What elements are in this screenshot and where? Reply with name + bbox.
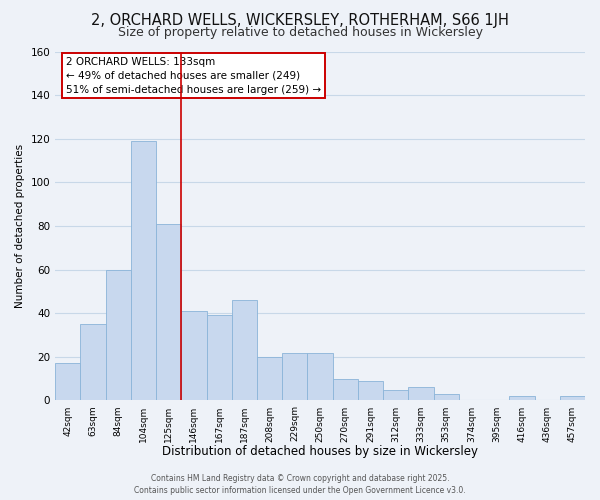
Text: Size of property relative to detached houses in Wickersley: Size of property relative to detached ho… <box>118 26 482 39</box>
Bar <box>181 311 206 400</box>
Bar <box>55 364 80 401</box>
Bar <box>383 390 409 400</box>
Bar <box>156 224 181 400</box>
Bar <box>257 357 282 401</box>
Bar <box>332 378 358 400</box>
Bar <box>434 394 459 400</box>
Bar <box>131 141 156 401</box>
Bar <box>409 388 434 400</box>
Text: 2, ORCHARD WELLS, WICKERSLEY, ROTHERHAM, S66 1JH: 2, ORCHARD WELLS, WICKERSLEY, ROTHERHAM,… <box>91 12 509 28</box>
Y-axis label: Number of detached properties: Number of detached properties <box>15 144 25 308</box>
Bar <box>307 352 332 401</box>
Bar <box>560 396 585 400</box>
Text: Contains HM Land Registry data © Crown copyright and database right 2025.
Contai: Contains HM Land Registry data © Crown c… <box>134 474 466 495</box>
Bar <box>232 300 257 400</box>
X-axis label: Distribution of detached houses by size in Wickersley: Distribution of detached houses by size … <box>162 444 478 458</box>
Bar <box>106 270 131 400</box>
Bar <box>509 396 535 400</box>
Bar <box>206 316 232 400</box>
Bar <box>80 324 106 400</box>
Bar <box>358 381 383 400</box>
Bar <box>282 352 307 401</box>
Text: 2 ORCHARD WELLS: 133sqm
← 49% of detached houses are smaller (249)
51% of semi-d: 2 ORCHARD WELLS: 133sqm ← 49% of detache… <box>66 56 321 94</box>
